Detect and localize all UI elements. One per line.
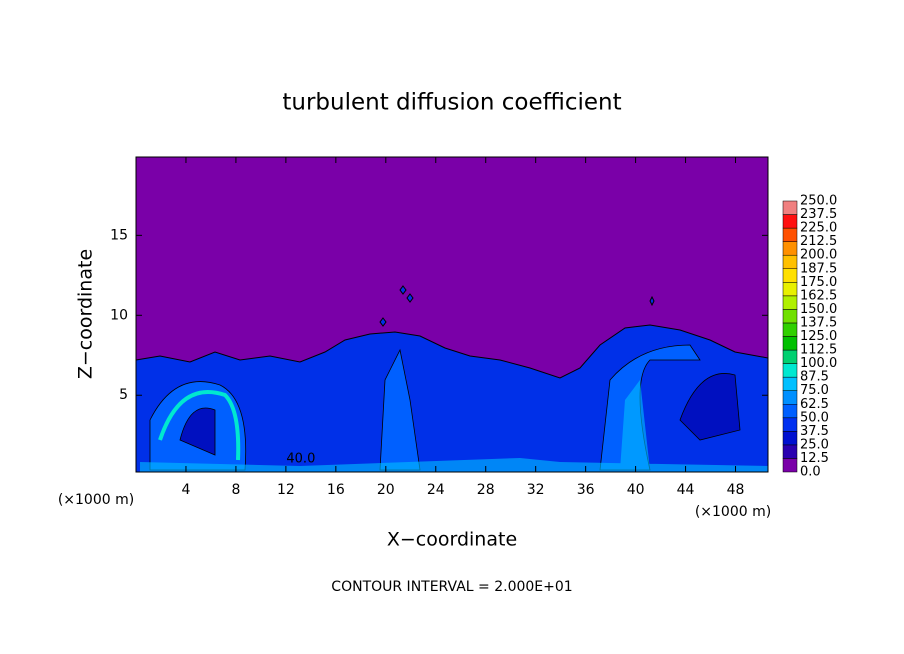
colorbar-band <box>782 268 798 283</box>
x-tick-label: 36 <box>577 482 595 498</box>
x-tick-label: 28 <box>477 482 495 498</box>
colorbar-band <box>782 376 798 391</box>
colorbar-label: 250.0 <box>800 194 837 209</box>
chart-title: turbulent diffusion coefficient <box>282 90 621 116</box>
colorbar-band <box>782 431 798 446</box>
x-axis-title: X−coordinate <box>387 529 517 551</box>
axes: 4 8 12 16 20 24 28 32 36 40 44 485101540.00.012.525… <box>110 156 837 498</box>
x-unit-label: (×1000 m) <box>695 504 771 520</box>
colorbar-band <box>782 214 798 229</box>
colorbar-band <box>782 404 798 419</box>
colorbar-band <box>782 282 798 297</box>
field-patch <box>158 390 241 461</box>
x-tick-label: 16 <box>327 482 345 498</box>
colorbar-label: 175.0 <box>800 275 837 290</box>
colorbar-label: 75.0 <box>800 383 829 398</box>
x-tick-label: 48 <box>727 482 745 498</box>
y-tick-label: 10 <box>110 307 128 323</box>
y-tick-label: 15 <box>110 227 128 243</box>
colorbar-label: 25.0 <box>800 437 829 452</box>
colorbar-label: 50.0 <box>800 410 829 425</box>
colorbar-band <box>782 458 798 473</box>
colorbar-band <box>782 200 798 215</box>
colorbar-band <box>782 241 798 256</box>
x-tick-label: 20 <box>377 482 395 498</box>
x-tick-label: 40 <box>627 482 645 498</box>
x-tick-label: 12 <box>277 482 295 498</box>
y-axis-title: Z−coordinate <box>75 249 97 379</box>
x-tick-label: 8 <box>231 482 240 498</box>
colorbar-label: 137.5 <box>800 315 837 330</box>
colorbar-label: 225.0 <box>800 221 837 236</box>
colorbar-band <box>782 390 798 405</box>
colorbar-label: 87.5 <box>800 370 829 385</box>
colorbar-band <box>782 254 798 269</box>
colorbar-band <box>782 227 798 242</box>
colorbar-label: 0.0 <box>800 465 821 480</box>
colorbar-label: 12.5 <box>800 451 829 466</box>
field-speck <box>379 285 655 327</box>
colorbar-label: 100.0 <box>800 356 837 371</box>
turbulent-region <box>135 285 769 473</box>
colorbar-band <box>782 444 798 459</box>
colorbar-band <box>782 309 798 324</box>
x-tick-label: 32 <box>527 482 545 498</box>
field-patch <box>140 380 768 472</box>
colorbar-label: 200.0 <box>800 248 837 263</box>
colorbar-band <box>782 363 798 378</box>
colorbar-band <box>782 417 798 432</box>
colorbar-band <box>782 322 798 337</box>
colorbar-label: 125.0 <box>800 329 837 344</box>
y-tick-label: 5 <box>119 387 128 403</box>
contour-label: 40.0 <box>286 452 315 467</box>
field-patch <box>179 373 741 456</box>
y-unit-label: (×1000 m) <box>58 492 134 508</box>
colorbar-label: 187.5 <box>800 261 837 276</box>
colorbar-label: 37.5 <box>800 424 829 439</box>
x-tick-label: 44 <box>677 482 695 498</box>
x-tick-label: 4 <box>181 482 190 498</box>
colorbar-label: 62.5 <box>800 397 829 412</box>
x-tick-label: 24 <box>427 482 445 498</box>
colorbar-band <box>782 295 798 310</box>
colorbar-label: 212.5 <box>800 234 837 249</box>
plot-frame <box>135 156 769 473</box>
colorbar-band <box>782 336 798 351</box>
colorbar-label: 112.5 <box>800 343 837 358</box>
colorbar-label: 162.5 <box>800 288 837 303</box>
contour-interval-note: CONTOUR INTERVAL = 2.000E+01 <box>331 579 572 595</box>
colorbar-label: 150.0 <box>800 302 837 317</box>
colorbar-label: 237.5 <box>800 207 837 222</box>
colorbar-band <box>782 349 798 364</box>
